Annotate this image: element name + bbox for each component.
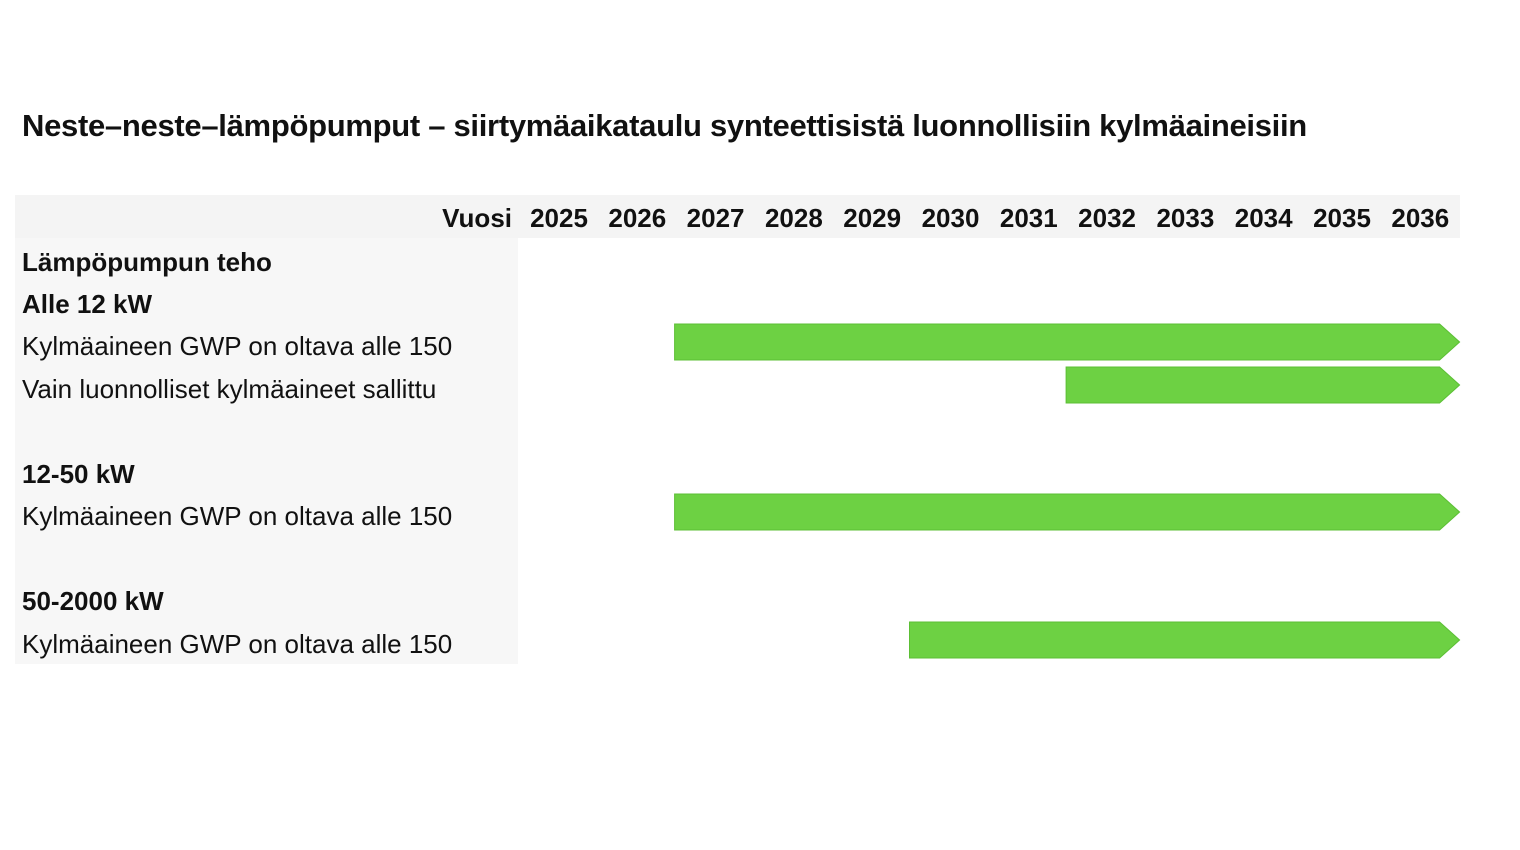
year-header-label: Vuosi xyxy=(442,203,512,233)
year-label-2030: 2030 xyxy=(921,203,980,233)
year-label-2026: 2026 xyxy=(608,203,667,233)
year-label-2025: 2025 xyxy=(530,203,588,233)
timeline-bar-3 xyxy=(1065,366,1461,404)
year-label-2034: 2034 xyxy=(1234,203,1293,233)
year-label-2028: 2028 xyxy=(764,203,823,233)
row-label-item: Vain luonnolliset kylmäaineet sallittu xyxy=(22,374,437,404)
year-label-2033: 2033 xyxy=(1156,203,1215,233)
timeline-bar-9 xyxy=(909,621,1461,659)
chart-title: Neste–neste–lämpöpumput – siirtymäaikata… xyxy=(22,108,1307,143)
timeline-bar-2 xyxy=(674,323,1461,361)
row-label-group: 12-50 kW xyxy=(22,459,135,489)
row-label-item: Kylmäaineen GWP on oltava alle 150 xyxy=(22,331,453,361)
row-label-group: Alle 12 kW xyxy=(22,289,153,319)
row-label-group: Lämpöpumpun teho xyxy=(22,247,272,277)
year-label-2029: 2029 xyxy=(843,203,902,233)
year-label-2035: 2035 xyxy=(1313,203,1371,233)
year-label-2027: 2027 xyxy=(686,203,745,233)
timeline-bar-6 xyxy=(674,493,1461,531)
year-header-band xyxy=(15,195,1460,238)
year-label-2031: 2031 xyxy=(999,203,1058,233)
row-label-group: 50-2000 kW xyxy=(22,586,164,616)
year-label-2036: 2036 xyxy=(1391,203,1450,233)
row-label-panel xyxy=(15,238,518,664)
row-label-item: Kylmäaineen GWP on oltava alle 150 xyxy=(22,501,453,531)
year-label-2032: 2032 xyxy=(1078,203,1137,233)
row-label-item: Kylmäaineen GWP on oltava alle 150 xyxy=(22,629,453,659)
